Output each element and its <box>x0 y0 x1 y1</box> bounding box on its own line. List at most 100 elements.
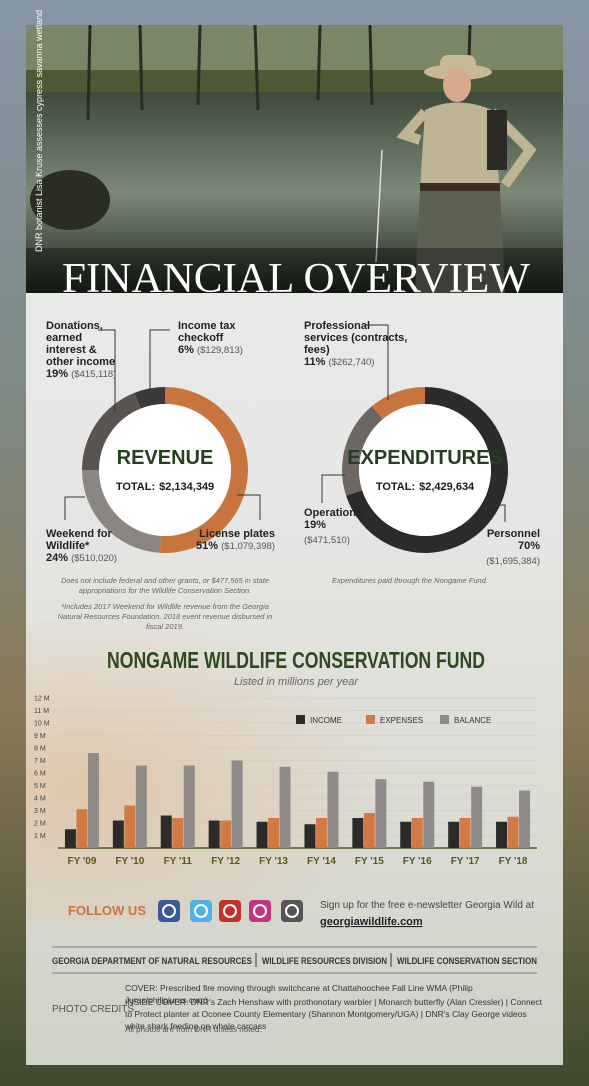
x-tick-label: FY '10 <box>115 856 144 867</box>
x-tick-label: FY '11 <box>164 856 193 867</box>
bar <box>87 753 99 848</box>
leader-line <box>98 329 116 412</box>
segment-amount: ($1,079,398) <box>221 541 275 552</box>
leader-line <box>365 324 389 400</box>
x-tick-label: FY '09 <box>68 856 97 867</box>
segment-amount: ($1,695,384) <box>486 556 540 567</box>
social-icon[interactable] <box>158 900 180 922</box>
donut-title: EXPENDITURES <box>347 447 503 469</box>
bar <box>471 786 483 848</box>
photo <box>26 24 563 293</box>
bar <box>183 765 195 848</box>
donut-segment <box>341 406 383 496</box>
bar <box>220 820 232 848</box>
signup-link[interactable]: georgiawildlife.com <box>320 916 423 928</box>
donut-segment <box>82 392 141 470</box>
leader-line <box>149 329 170 392</box>
x-tick-label: FY '15 <box>355 856 384 867</box>
leader-line <box>321 474 345 503</box>
segment-name: Professional services (contracts, fees) <box>304 320 408 356</box>
y-tick-label: 12 M <box>34 696 50 703</box>
social-icon[interactable] <box>190 900 212 922</box>
bar <box>172 818 184 848</box>
x-tick-label: FY '16 <box>403 856 432 867</box>
segment-values: 51% ($1,079,398) <box>175 540 275 553</box>
agency-name: WILDLIFE CONSERVATION SECTION <box>397 956 537 967</box>
x-tick-label: FY '18 <box>499 856 528 867</box>
icon-glyph <box>194 904 208 918</box>
y-tick-label: 8 M <box>34 746 46 753</box>
segment-name: Weekend for Wildlife* <box>46 528 112 552</box>
icon-tile <box>158 900 180 922</box>
segment-label: Professional services (contracts, fees) 1… <box>304 320 414 369</box>
bar <box>459 818 471 848</box>
segment-percent: 70% <box>517 540 540 552</box>
bar <box>256 821 268 848</box>
donut-title: REVENUE <box>117 447 214 469</box>
social-icon[interactable] <box>281 900 303 922</box>
social-icon[interactable] <box>219 900 241 922</box>
x-tick-label: FY '17 <box>451 856 480 867</box>
bar <box>76 809 88 848</box>
y-tick-label: 2 M <box>34 821 46 828</box>
icon-tile <box>190 900 212 922</box>
segment-percent: 51% <box>196 540 219 552</box>
leader-line <box>64 496 85 520</box>
bar <box>160 815 172 848</box>
legend-label: INCOME <box>310 716 342 725</box>
chart-subtitle: Listed in millions per year <box>234 676 359 688</box>
bar <box>64 829 76 848</box>
bar <box>375 779 387 848</box>
legend-swatch <box>366 715 375 724</box>
segment-values: 24% ($510,020) <box>46 552 136 565</box>
donut-center <box>359 404 491 536</box>
legend-swatch <box>296 715 305 724</box>
segment-amount: ($510,020) <box>71 553 118 564</box>
bar <box>112 820 124 848</box>
bar <box>448 821 460 848</box>
y-tick-label: 4 M <box>34 796 46 803</box>
donut-total: TOTAL: $2,134,349 <box>116 481 214 493</box>
chart-footnote: *Includes 2017 Weekend for Wildlife reve… <box>57 602 273 631</box>
segment-amount: ($471,510) <box>304 535 350 546</box>
bar <box>268 818 280 848</box>
icon-tile <box>249 900 271 922</box>
y-tick-label: 7 M <box>34 758 46 765</box>
segment-values: 19% ($415,118) <box>46 368 120 381</box>
credit-note: All photos are from DNR unless noted. <box>125 1025 262 1034</box>
segment-label: Income tax checkoff 6% ($129,813) <box>178 320 258 357</box>
icon-glyph <box>223 904 237 918</box>
y-tick-label: 5 M <box>34 783 46 790</box>
agency-name: WILDLIFE RESOURCES DIVISION <box>262 956 387 967</box>
bar <box>496 821 508 848</box>
social-icon[interactable] <box>249 900 271 922</box>
x-tick-label: FY '14 <box>307 856 336 867</box>
icon-glyph <box>162 904 176 918</box>
bar <box>124 805 136 848</box>
segment-label: Weekend for Wildlife* 24% ($510,020) <box>46 528 136 565</box>
y-tick-label: 1 M <box>34 833 46 840</box>
x-tick-label: FY '12 <box>211 856 240 867</box>
segment-values: 11% ($262,740) <box>304 356 414 369</box>
bar <box>363 813 375 848</box>
icon-glyph <box>285 904 299 918</box>
y-tick-label: 3 M <box>34 808 46 815</box>
segment-label: Donations, earned interest & other incom… <box>46 320 120 381</box>
chart-note: Does not include federal and other grant… <box>60 576 270 595</box>
y-tick-label: 6 M <box>34 771 46 778</box>
segment-amount: ($262,740) <box>328 357 375 368</box>
donut-center <box>99 404 231 536</box>
segment-name: Personnel <box>486 528 540 540</box>
segment-values: 6% ($129,813) <box>178 344 258 357</box>
page-title: FINANCIAL OVERVIEW <box>62 256 530 302</box>
bar <box>231 760 243 848</box>
total-value: $2,134,349 <box>159 481 214 493</box>
segment-label: License plates 51% ($1,079,398) <box>175 528 275 553</box>
segment-amount: ($129,813) <box>196 345 243 356</box>
bar <box>135 765 147 848</box>
segment-values: 70% ($1,695,384) <box>460 540 540 568</box>
follow-label: FOLLOW US <box>68 903 146 918</box>
y-tick-label: 9 M <box>34 733 46 740</box>
total-label: TOTAL: <box>116 481 155 493</box>
